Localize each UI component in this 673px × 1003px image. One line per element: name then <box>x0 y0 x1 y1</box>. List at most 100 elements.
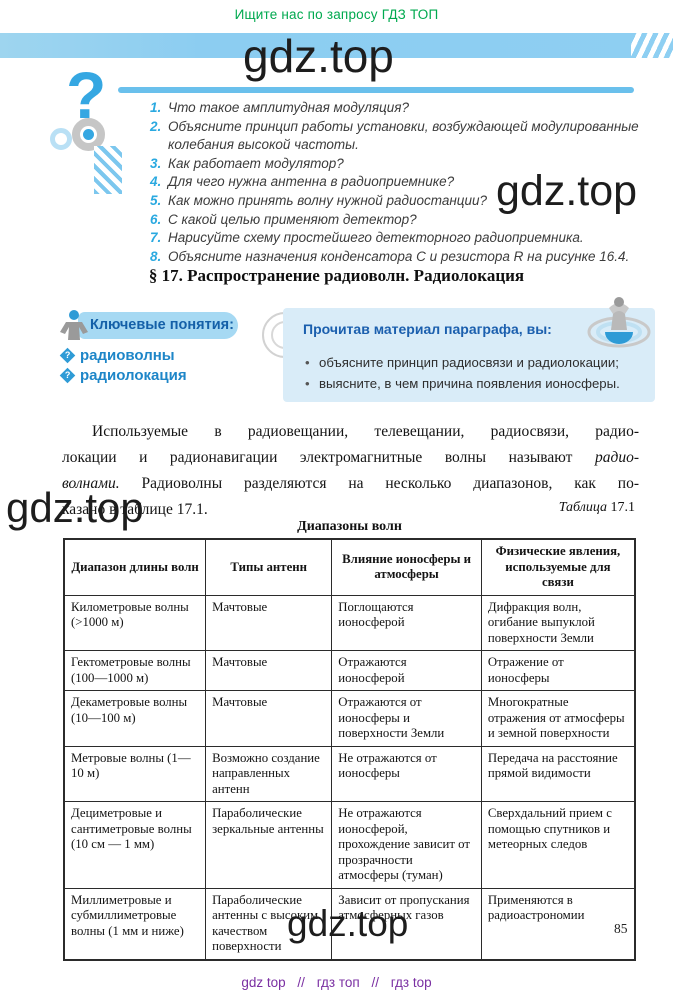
table-cell: Отражаются от ионосферы и поверхности Зе… <box>331 690 482 747</box>
table-header-cell: Диапазон длины волн <box>63 538 207 596</box>
footer-link[interactable]: gdz top <box>241 975 286 990</box>
table-cell: Мачтовые <box>205 650 333 691</box>
reading-bullet-text: объясните принцип радиосвязи и радиолока… <box>319 355 619 370</box>
question-number: 3. <box>150 155 162 171</box>
table-cell: Не отражаются ионосферой, прохождение за… <box>331 801 482 889</box>
table-cell: Передача на расстояние прямой видимости <box>480 745 636 802</box>
table-caption: Таблица 17.1 <box>558 500 635 515</box>
top-stripe-band <box>0 33 673 58</box>
table-cell: Возможно создание направленных антенн <box>205 745 333 802</box>
question-text: Что такое амплитудная модуляция? <box>168 100 410 115</box>
wave-bands-table: Диапазон длины волн Типы антенн Влияние … <box>63 538 636 961</box>
footer-separator: // <box>297 975 305 990</box>
table-cell: Сверхдальний прием с помощью спутников и… <box>480 801 636 889</box>
watermark-top: gdz.top <box>243 30 394 82</box>
question-text: Как работает модулятор? <box>168 155 344 171</box>
table-row: Дециметровые и сантиметровые волны (10 с… <box>63 801 636 889</box>
question-number: 4. <box>150 174 162 190</box>
diamond-question-icon: ? <box>59 367 76 383</box>
table-row: Декаметровые волны (10—100 м) Мачтовые О… <box>63 690 636 747</box>
dot-icon <box>83 129 94 140</box>
question-item: 8. Объясните назначения конденсатора C и… <box>150 248 642 267</box>
table-header-cell: Типы антенн <box>205 538 333 596</box>
section-title: § 17. Распространение радиоволн. Радиоло… <box>148 266 525 285</box>
question-text: Объясните принцип работы установки, возб… <box>168 118 639 153</box>
question-item: 4. Для чего нужна антенна в радиоприемни… <box>150 173 642 192</box>
footer-link[interactable]: гдз top <box>390 975 432 990</box>
table-cell: Многократные отражения от атмосферы и зе… <box>480 690 636 747</box>
question-number: 1. <box>150 100 162 115</box>
table-cell: Отражение от ионосферы <box>480 650 636 691</box>
table-cell: Миллиметровые и субмиллиметровые волны (… <box>63 887 207 960</box>
bullet-icon: • <box>305 355 310 370</box>
diagonal-stripes-icon <box>631 33 673 58</box>
diamond-question-icon: ? <box>59 347 76 363</box>
table-row: Километровые волны (>1000 м) Мачтовые По… <box>63 594 636 651</box>
key-concept-item: ? радиолокация <box>59 365 187 385</box>
table-cell: Мачтовые <box>205 594 333 651</box>
table-cell: Гектометровые волны (100—1000 м) <box>63 650 207 691</box>
table-cell: Отражаются ионосферой <box>331 650 482 691</box>
table-cell: Декаметровые волны (10—100 м) <box>63 690 207 747</box>
table-header-row: Диапазон длины волн Типы антенн Влияние … <box>63 538 636 596</box>
question-item: 2. Объясните принцип работы установки, в… <box>150 118 642 155</box>
footer-link[interactable]: гдз топ <box>316 975 360 990</box>
table-cell: Мачтовые <box>205 690 333 747</box>
table-header-cell: Влияние ионосферы и атмосферы <box>331 538 482 596</box>
table-row: Миллиметровые и субмиллиметровые волны (… <box>63 887 636 960</box>
question-item: 1. Что такое амплитудная модуляция? <box>150 99 642 118</box>
paragraph-line: локации и радионавигации электромагнитны… <box>62 449 639 466</box>
question-number: 7. <box>150 230 162 246</box>
question-item: 5. Как можно принять волну нужной радиос… <box>150 192 642 211</box>
reading-bullet: • выясните, в чем причина появления ионо… <box>305 373 635 394</box>
question-list: 1. Что такое амплитудная модуляция? 2. О… <box>150 99 642 266</box>
question-number: 6. <box>150 211 162 227</box>
reading-box: Прочитав материал параграфа, вы: • объяс… <box>283 297 655 402</box>
question-mark-icon: ? <box>66 58 107 132</box>
paragraph-line: казано в таблице 17.1. <box>62 501 208 518</box>
ring-icon <box>72 118 105 151</box>
table-cell: Поглощаются ионосферой <box>331 594 482 651</box>
reading-box-list: • объясните принцип радиосвязи и радиоло… <box>305 352 635 394</box>
question-number: 2. <box>150 118 162 134</box>
table-row: Метровые волны (1—10 м) Возможно создани… <box>63 745 636 802</box>
paragraph-line: Используемые в радиовещании, телевещании… <box>92 423 639 440</box>
question-text: С какой целью применяют детектор? <box>168 211 417 227</box>
footer-links: gdz top // гдз топ // гдз top <box>0 975 673 990</box>
table-cell: Параболические зеркальные антенны <box>205 801 333 889</box>
ring-small-icon <box>50 128 72 150</box>
key-concepts-banner <box>78 312 238 339</box>
question-item: 6. С какой целью применяют детектор? <box>150 211 642 230</box>
body-paragraph: Используемые в радиовещании, телевещании… <box>62 419 639 523</box>
key-concept-label: радиолокация <box>80 366 187 384</box>
footer-separator: // <box>371 975 379 990</box>
table-cell: Метровые волны (1—10 м) <box>63 745 207 802</box>
table-cell: Дециметровые и сантиметровые волны (10 с… <box>63 801 207 889</box>
key-concept-label: радиоволны <box>80 346 175 364</box>
paragraph-line: волнами. Радиоволны разделяются на неско… <box>62 475 639 492</box>
table-cell: Параболические антенны с высоким качеств… <box>205 887 333 960</box>
promo-banner: Ищите нас по запросу ГДЗ ТОП <box>234 7 439 22</box>
striped-ribbon-icon <box>94 146 122 194</box>
bullet-icon: • <box>305 376 310 391</box>
table-row: Гектометровые волны (100—1000 м) Мачтовы… <box>63 650 636 691</box>
page-number: 85 <box>614 921 628 936</box>
table-cell: Зависит от пропускания атмосферных газов <box>331 887 482 960</box>
question-number: 8. <box>150 248 162 264</box>
question-text: Нарисуйте схему простейшего детекторного… <box>168 230 584 246</box>
questions-divider <box>118 87 634 93</box>
question-item: 7. Нарисуйте схему простейшего детекторн… <box>150 229 642 248</box>
key-concepts-title: Ключевые понятия: <box>90 317 234 333</box>
table-title: Диапазоны волн <box>297 519 402 534</box>
table-header-cell: Физические явления, используемые для свя… <box>480 538 636 596</box>
reading-box-title: Прочитав материал параграфа, вы: <box>303 321 552 337</box>
reading-bullet: • объясните принцип радиосвязи и радиоло… <box>305 352 635 373</box>
table-cell: Дифракция волн, огибание выпуклой поверх… <box>480 594 636 651</box>
question-text: Как можно принять волну нужной радиостан… <box>168 192 488 208</box>
key-concepts-list: ? радиоволны ? радиолокация <box>59 345 187 385</box>
question-number: 5. <box>150 192 162 208</box>
person-icon <box>60 310 88 340</box>
question-text: Объясните назначения конденсатора C и ре… <box>168 248 630 264</box>
reading-bullet-text: выясните, в чем причина появления ионосф… <box>319 376 620 391</box>
